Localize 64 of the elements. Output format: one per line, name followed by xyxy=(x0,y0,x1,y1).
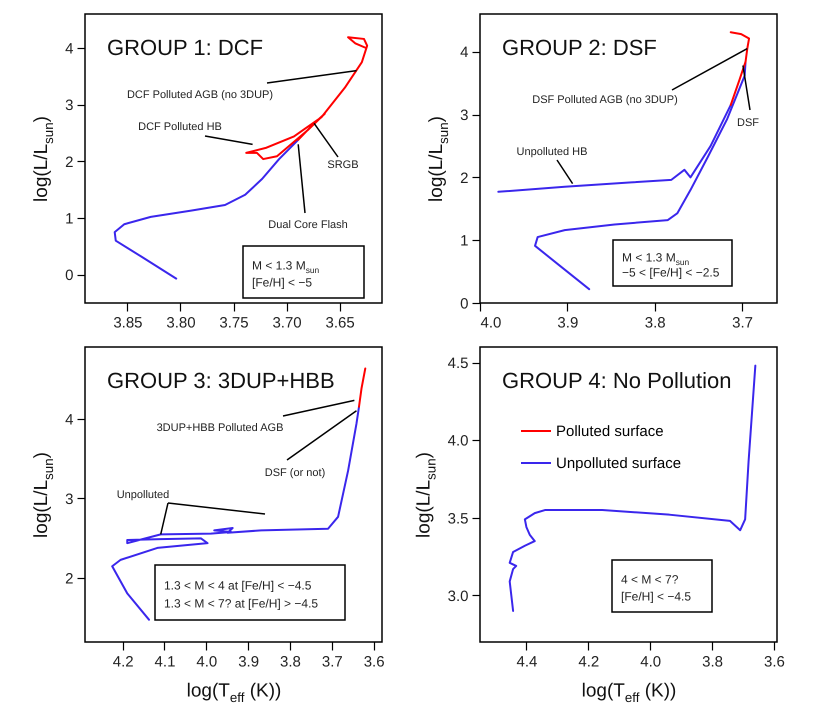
x-tick-label: 3.80 xyxy=(166,314,196,332)
annotation: DCF Polluted AGB (no 3DUP) xyxy=(126,89,274,101)
y-tick-label: 0 xyxy=(65,267,74,284)
annotation: M < 1.3 M$_{sun}$ xyxy=(622,250,690,267)
y-tick-label: 0 xyxy=(460,296,468,312)
text: GROUP 4: No Pollution xyxy=(502,368,732,393)
annotation: DSF (or not) xyxy=(264,467,326,479)
x-tick-label: 3.8 xyxy=(644,314,666,332)
x-axis-title: log(T$_{eff}$ (K)) xyxy=(186,680,282,706)
annotation: Unpolluted HB xyxy=(516,146,588,158)
annotation: [Fe/H] < −5 xyxy=(252,276,312,290)
x-tick-label: 3.9 xyxy=(238,654,260,670)
y-tick-label: 3 xyxy=(65,490,74,508)
x-tick-label: 3.75 xyxy=(219,314,249,332)
annotation: DCF Polluted HB xyxy=(138,121,222,133)
x-tick-label: 4.0 xyxy=(196,654,218,670)
annotation: M < 1.3 M$_{sun}$ xyxy=(252,258,320,275)
annotation: SRGB xyxy=(327,159,359,171)
x-tick-label: 3.9 xyxy=(557,314,578,332)
x-tick-label: 4.1 xyxy=(154,654,176,670)
y-tick-label: 4 xyxy=(65,40,74,58)
annotation: DSF xyxy=(737,117,760,129)
y-tick-label: 4.0 xyxy=(448,432,468,450)
y-tick-label: 4.5 xyxy=(448,355,468,372)
x-tick-label: 3.7 xyxy=(732,314,753,332)
y-tick-label: 3.0 xyxy=(448,588,468,605)
x-tick-label: 4.2 xyxy=(112,654,134,670)
x-tick-label: 3.8 xyxy=(280,654,301,670)
legend-label: Unpolluted surface xyxy=(556,455,682,472)
x-tick-label: 4.0 xyxy=(640,654,662,670)
x-tick-label: 3.7 xyxy=(322,654,343,670)
x-tick-label: 3.70 xyxy=(272,314,302,332)
y-tick-label: 4 xyxy=(460,44,468,62)
annotation: 1.3 < M < 7? at [Fe/H] > −4.5 xyxy=(164,596,318,611)
text: GROUP 1: DCF xyxy=(107,35,264,60)
annotation: 1.3 < M < 4 at [Fe/H] < −4.5 xyxy=(164,578,312,592)
y-tick-label: 3.5 xyxy=(448,510,468,528)
y-tick-label: 2 xyxy=(65,154,74,171)
annotation: [Fe/H] < −4.5 xyxy=(621,590,692,604)
annotation: 3DUP+HBB Polluted AGB xyxy=(156,422,284,434)
annotation: −5 < [Fe/H] < −2.5 xyxy=(622,266,720,280)
x-tick-label: 4.4 xyxy=(516,654,538,670)
x-tick-label: 4.2 xyxy=(578,654,600,670)
y-tick-label: 1 xyxy=(65,210,74,228)
annotation: 4 < M < 7? xyxy=(621,572,679,586)
text: GROUP 2: DSF xyxy=(502,35,657,60)
x-tick-label: 3.85 xyxy=(113,314,143,332)
annotation: Unpolluted xyxy=(116,489,170,501)
y-tick-label: 4 xyxy=(65,411,74,428)
annotation: Dual Core Flash xyxy=(268,219,348,231)
y-tick-label: 3 xyxy=(460,107,468,124)
x-tick-label: 3.8 xyxy=(702,654,723,670)
legend-label: Polluted surface xyxy=(556,423,664,440)
x-tick-label: 3.6 xyxy=(364,654,385,670)
annotation: DSF Polluted AGB (no 3DUP) xyxy=(532,94,678,106)
x-tick-label: 3.6 xyxy=(764,654,785,670)
y-tick-label: 3 xyxy=(65,97,74,114)
y-tick-label: 1 xyxy=(460,232,468,250)
y-tick-label: 2 xyxy=(65,570,74,588)
text: GROUP 3: 3DUP+HBB xyxy=(107,368,335,393)
y-tick-label: 2 xyxy=(460,170,468,187)
x-axis-title: log(T$_{eff}$ (K)) xyxy=(582,680,676,706)
x-tick-label: 3.65 xyxy=(325,314,355,332)
x-tick-label: 4.0 xyxy=(480,314,502,332)
